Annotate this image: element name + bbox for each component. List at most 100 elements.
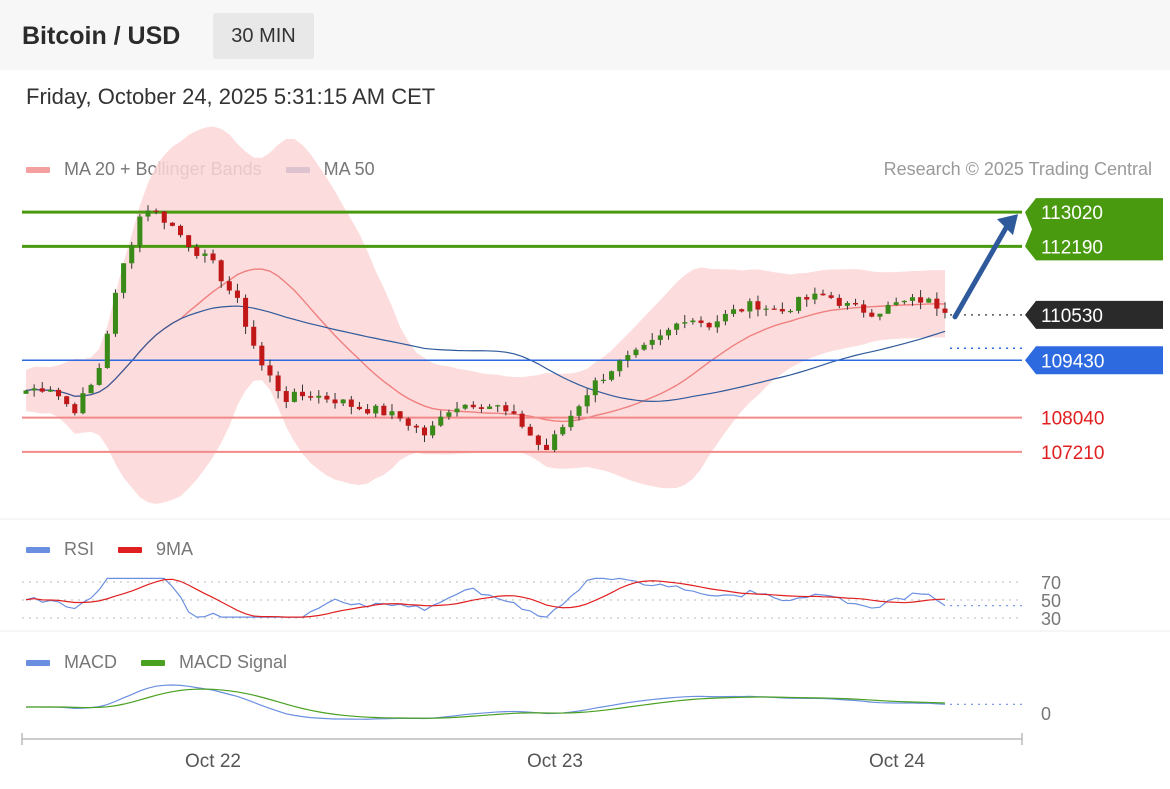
candle-body — [80, 393, 86, 414]
rsi-tick-label: 50 — [1041, 591, 1061, 611]
forecast-arrow — [952, 223, 1010, 320]
bollinger-band — [26, 126, 945, 504]
timeframe-button[interactable]: 30 MIN — [213, 13, 314, 59]
level-tag-bg — [1025, 300, 1163, 329]
candle-body — [836, 297, 842, 306]
candle-body — [568, 415, 574, 428]
candle-body — [129, 245, 135, 264]
candle-body — [633, 349, 639, 356]
x-tick-label: Oct 24 — [869, 751, 925, 772]
candle-body — [96, 368, 102, 385]
rsi-tick-label: 30 — [1041, 609, 1061, 629]
candle-body — [283, 391, 289, 402]
candle-body — [527, 426, 533, 436]
resistance-tags: 113020 112190 — [1025, 198, 1163, 261]
candle-body — [942, 308, 948, 313]
ma20-swatch — [26, 166, 50, 173]
candle-body — [755, 301, 761, 310]
candle-body — [625, 355, 631, 361]
candle-body — [88, 384, 94, 394]
candle-body — [674, 323, 680, 330]
candle-body — [853, 302, 859, 305]
candle-body — [893, 302, 899, 305]
rsi-legend: RSI 9MA — [26, 539, 217, 560]
candle-body — [259, 345, 265, 366]
candle-body — [503, 405, 509, 412]
legend-label: MACD Signal — [179, 652, 288, 672]
macd-signal-swatch — [141, 659, 165, 666]
candle-body — [340, 399, 346, 404]
chart-header: Bitcoin / USD 30 MIN — [0, 0, 1170, 70]
candle-body — [31, 388, 37, 391]
candle-body — [649, 339, 655, 345]
candle-body — [934, 298, 940, 309]
candle-body — [47, 389, 53, 392]
candle-body — [405, 418, 411, 426]
candle-body — [299, 391, 306, 397]
candle-body — [901, 300, 907, 303]
candle-body — [348, 399, 354, 407]
candle-body — [706, 322, 712, 328]
candle-body — [218, 260, 224, 282]
candle-body — [487, 406, 493, 409]
support-level-label: 108040 — [1041, 409, 1104, 430]
level-tag-bg — [1025, 346, 1163, 375]
candle-body — [763, 308, 769, 310]
candle-body — [909, 297, 915, 301]
candle-body — [779, 309, 785, 312]
candle-body — [576, 406, 582, 416]
support-level-label: 107210 — [1041, 443, 1104, 464]
candle-body — [243, 297, 249, 327]
candle-body — [552, 434, 558, 450]
level-tag-text: 113020 — [1041, 203, 1103, 224]
macd-tick-label: 0 — [1041, 704, 1051, 724]
candle-body — [446, 412, 452, 417]
candle-body — [356, 406, 362, 410]
candle-body — [617, 360, 623, 372]
9ma-swatch — [118, 546, 143, 553]
candle-body — [722, 313, 728, 322]
candle-body — [275, 375, 281, 392]
rsi-tick-label: 70 — [1041, 573, 1061, 593]
rsi-9ma-line — [25, 578, 946, 618]
candle-body — [690, 320, 696, 323]
forecast-arrow-head — [997, 214, 1018, 236]
macd-signal-line — [25, 688, 946, 719]
candle-body — [39, 388, 45, 392]
candle-body — [112, 292, 118, 334]
candle-body — [137, 216, 143, 246]
candle-body — [145, 210, 151, 217]
x-tick-label: Oct 22 — [185, 751, 241, 772]
level-tag-text: 112190 — [1041, 237, 1103, 258]
candle-body — [104, 333, 110, 369]
candle-body — [438, 416, 444, 426]
candle-body — [397, 411, 403, 419]
candle-body — [308, 396, 314, 398]
candle-body — [739, 309, 745, 312]
candle-body — [470, 404, 476, 408]
macd-swatch — [26, 659, 50, 666]
legend-macd-signal: MACD Signal — [141, 652, 287, 673]
candle-body — [519, 413, 525, 427]
candle-body — [812, 293, 818, 300]
candle-body — [153, 210, 159, 212]
candle-body — [186, 235, 192, 248]
candle-body — [560, 427, 566, 435]
candle-body — [641, 344, 647, 350]
candle-body — [885, 304, 891, 314]
candle-body — [72, 404, 78, 414]
candle-body — [430, 425, 436, 436]
candle-body — [682, 322, 688, 324]
candle-body — [804, 296, 810, 300]
candle-body — [926, 298, 932, 303]
candle-body — [316, 395, 322, 398]
research-credit: Research © 2025 Trading Central — [883, 159, 1152, 179]
candle-body — [462, 404, 468, 409]
candle-body — [234, 290, 240, 298]
candle-body — [169, 222, 175, 226]
candle-body — [511, 411, 517, 414]
rsi-line — [25, 577, 946, 618]
candle-body — [389, 411, 395, 416]
candle-body — [535, 435, 541, 445]
